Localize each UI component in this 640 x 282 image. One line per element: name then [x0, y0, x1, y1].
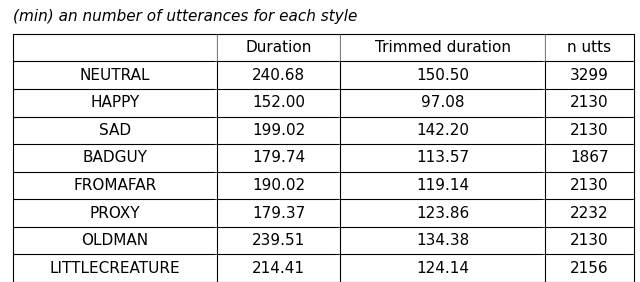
Text: (min) an number of utterances for each style: (min) an number of utterances for each s… — [13, 9, 357, 25]
